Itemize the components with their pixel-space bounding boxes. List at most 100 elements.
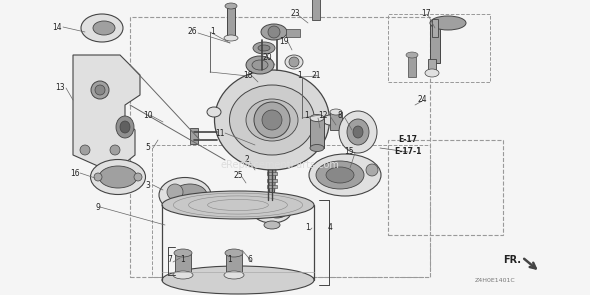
Text: 25: 25 bbox=[233, 171, 243, 179]
Text: 9: 9 bbox=[96, 202, 100, 212]
Ellipse shape bbox=[246, 99, 298, 141]
Bar bbox=[388, 14, 490, 82]
Circle shape bbox=[268, 26, 280, 38]
Ellipse shape bbox=[174, 249, 192, 257]
Text: 20: 20 bbox=[262, 53, 272, 63]
Circle shape bbox=[366, 164, 378, 176]
Circle shape bbox=[262, 110, 282, 130]
Text: E-17-1: E-17-1 bbox=[394, 148, 422, 157]
Ellipse shape bbox=[224, 35, 238, 41]
Text: 1: 1 bbox=[306, 222, 310, 232]
Bar bbox=[267, 185, 277, 188]
Text: 1: 1 bbox=[304, 111, 309, 119]
Ellipse shape bbox=[253, 201, 291, 223]
Text: 5: 5 bbox=[146, 143, 150, 153]
Ellipse shape bbox=[207, 107, 221, 117]
Bar bbox=[175, 253, 191, 275]
Text: 16: 16 bbox=[70, 168, 80, 178]
Ellipse shape bbox=[99, 166, 137, 188]
Text: 21: 21 bbox=[312, 71, 321, 79]
Text: 26: 26 bbox=[187, 27, 197, 37]
Polygon shape bbox=[73, 55, 140, 167]
Ellipse shape bbox=[81, 14, 123, 42]
Ellipse shape bbox=[285, 55, 303, 69]
Ellipse shape bbox=[353, 126, 363, 138]
Bar bbox=[432, 19, 438, 37]
Text: 1: 1 bbox=[181, 255, 185, 265]
Ellipse shape bbox=[90, 160, 146, 194]
Bar bbox=[312, 0, 320, 20]
Text: 10: 10 bbox=[143, 111, 153, 119]
Bar bbox=[267, 172, 277, 175]
Bar bbox=[130, 17, 430, 277]
Text: 11: 11 bbox=[215, 129, 225, 137]
Ellipse shape bbox=[93, 21, 115, 35]
Text: 14: 14 bbox=[52, 24, 62, 32]
Ellipse shape bbox=[425, 69, 439, 77]
Ellipse shape bbox=[95, 85, 105, 95]
Ellipse shape bbox=[347, 119, 369, 145]
Text: FR.: FR. bbox=[503, 255, 521, 265]
Ellipse shape bbox=[310, 114, 324, 122]
Circle shape bbox=[80, 145, 90, 155]
Bar bbox=[408, 55, 416, 77]
Ellipse shape bbox=[406, 52, 418, 58]
Text: 4: 4 bbox=[327, 222, 332, 232]
Ellipse shape bbox=[258, 45, 270, 51]
Circle shape bbox=[134, 173, 142, 181]
Ellipse shape bbox=[215, 70, 329, 170]
Bar bbox=[428, 59, 436, 73]
Bar bbox=[267, 179, 277, 182]
Circle shape bbox=[254, 102, 290, 138]
Bar bbox=[286, 29, 300, 37]
Ellipse shape bbox=[310, 145, 324, 152]
Text: 1: 1 bbox=[211, 27, 215, 37]
Ellipse shape bbox=[309, 154, 381, 196]
Ellipse shape bbox=[159, 178, 211, 212]
Text: eReplacementParts.com: eReplacementParts.com bbox=[221, 160, 339, 170]
Text: 23: 23 bbox=[290, 9, 300, 19]
Text: 1: 1 bbox=[228, 255, 232, 265]
Ellipse shape bbox=[246, 56, 274, 74]
Bar bbox=[226, 253, 242, 275]
Circle shape bbox=[289, 57, 299, 67]
Text: Z4H0E1401C: Z4H0E1401C bbox=[474, 278, 516, 283]
Ellipse shape bbox=[173, 271, 193, 279]
Text: 8: 8 bbox=[337, 111, 342, 119]
Ellipse shape bbox=[326, 167, 354, 183]
Ellipse shape bbox=[230, 85, 314, 155]
Text: 6: 6 bbox=[248, 255, 253, 265]
Circle shape bbox=[110, 145, 120, 155]
Text: 12: 12 bbox=[318, 111, 328, 119]
Ellipse shape bbox=[162, 191, 314, 219]
Ellipse shape bbox=[261, 24, 287, 40]
Ellipse shape bbox=[264, 221, 280, 229]
Circle shape bbox=[94, 173, 102, 181]
Bar bbox=[330, 112, 342, 130]
Ellipse shape bbox=[267, 206, 287, 218]
Bar bbox=[430, 21, 440, 63]
Ellipse shape bbox=[330, 109, 342, 115]
Circle shape bbox=[167, 184, 183, 200]
Bar bbox=[190, 128, 198, 144]
Text: 7: 7 bbox=[168, 255, 172, 265]
Text: 19: 19 bbox=[279, 37, 289, 47]
Ellipse shape bbox=[430, 16, 466, 30]
Text: E-17: E-17 bbox=[398, 135, 418, 145]
Ellipse shape bbox=[225, 3, 237, 9]
Ellipse shape bbox=[120, 121, 130, 133]
Text: 24: 24 bbox=[417, 96, 427, 104]
Text: 13: 13 bbox=[55, 83, 65, 93]
Ellipse shape bbox=[316, 161, 364, 189]
Ellipse shape bbox=[224, 271, 244, 279]
Polygon shape bbox=[268, 170, 276, 200]
Text: 17: 17 bbox=[421, 9, 431, 19]
Bar bbox=[388, 140, 503, 235]
Ellipse shape bbox=[225, 249, 243, 257]
Text: 1: 1 bbox=[297, 71, 302, 79]
Ellipse shape bbox=[253, 42, 275, 54]
Bar bbox=[227, 8, 235, 38]
Ellipse shape bbox=[91, 81, 109, 99]
Ellipse shape bbox=[173, 184, 207, 206]
Text: 18: 18 bbox=[243, 71, 253, 79]
